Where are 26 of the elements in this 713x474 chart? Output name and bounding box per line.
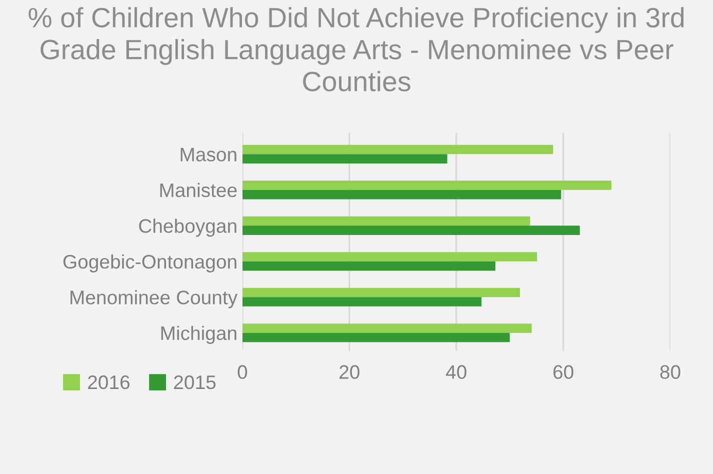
y-tick-label: Cheboygan <box>139 218 236 237</box>
x-tick-label: 0 <box>238 365 248 379</box>
x-tick-label: 80 <box>660 365 680 379</box>
bar <box>242 180 612 190</box>
bar <box>242 288 520 298</box>
bar <box>242 252 538 262</box>
x-tick-label: 40 <box>446 365 466 379</box>
chart-title: % of Children Who Did Not Achieve Proficiency in 3rd Grade English Language Arts - Menominee vs Peer Counties <box>28 7 684 92</box>
bar <box>242 190 562 200</box>
y-tick-label: Gogebic-Ontonagon <box>63 254 236 272</box>
x-tick-label: 60 <box>553 365 574 379</box>
bar <box>242 144 554 154</box>
bar <box>242 261 496 271</box>
x-tick-label: 20 <box>340 365 360 379</box>
y-tick-label: Manistee <box>160 182 237 198</box>
bar <box>242 226 580 235</box>
bar <box>242 216 530 226</box>
y-tick-label: Mason <box>180 148 236 162</box>
y-tick-label: Menominee County <box>70 290 238 308</box>
bar <box>242 154 448 164</box>
legend-label: 2015 <box>174 375 216 390</box>
bar <box>242 332 510 342</box>
bar <box>242 297 482 306</box>
legend-label: 2016 <box>88 375 130 390</box>
y-tick-label: Michigan <box>161 326 236 344</box>
bar <box>242 324 532 333</box>
